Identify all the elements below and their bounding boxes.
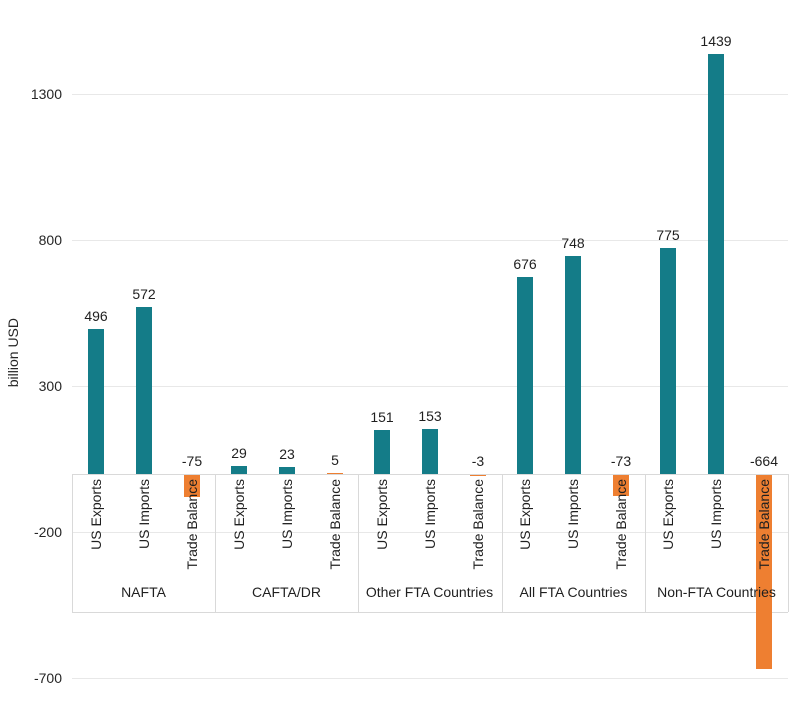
bar-us-exports [231, 466, 247, 474]
category-label: US Imports [279, 479, 295, 549]
bar-us-imports [279, 467, 295, 474]
group-separator [358, 474, 359, 612]
bar-value-label: 676 [513, 256, 537, 272]
category-label-text: US Imports [565, 479, 581, 550]
group-separator [788, 474, 789, 612]
category-box-bottom-border [72, 612, 788, 613]
bar-trade-balance [756, 475, 772, 669]
group-separator [645, 474, 646, 612]
bar-value-label: -664 [749, 453, 779, 469]
bar-us-exports [374, 430, 390, 474]
y-tick-label: 300 [38, 378, 62, 394]
group-label: CAFTA/DR [252, 584, 321, 600]
y-tick-label: 1300 [30, 86, 62, 102]
category-label: US Exports [374, 479, 390, 550]
bar-value-label: 775 [656, 227, 680, 243]
bar-value-label: 748 [561, 235, 585, 251]
bar-value-label: 151 [370, 409, 394, 425]
category-label-text: US Imports [136, 479, 152, 550]
category-label: Trade Balance [184, 479, 200, 570]
category-label: Trade Balance [613, 479, 629, 570]
bar-trade-balance [327, 473, 343, 474]
category-label: Trade Balance [756, 479, 772, 570]
category-label-text: US Imports [422, 479, 438, 550]
bar-us-exports [88, 329, 104, 474]
bar-us-imports [136, 307, 152, 474]
bar-us-imports [708, 54, 724, 474]
bar-value-label: 5 [331, 452, 339, 468]
bar-us-imports [565, 256, 581, 474]
category-label: US Exports [231, 479, 247, 550]
category-label: US Exports [517, 479, 533, 550]
category-label-text: US Imports [279, 479, 295, 550]
category-label: US Imports [565, 479, 581, 549]
group-separator [72, 474, 73, 612]
bar-value-label: 29 [231, 445, 247, 461]
bar-value-label: 153 [418, 408, 442, 424]
y-tick-label: 800 [38, 232, 62, 248]
bar-value-label: 496 [84, 308, 108, 324]
category-label-text: US Exports [231, 479, 247, 550]
bar-trade-balance [470, 475, 486, 476]
category-label-text: Trade Balance [613, 479, 629, 570]
bar-value-label: 23 [279, 446, 295, 462]
bar-value-label: -73 [610, 453, 632, 469]
category-label: US Exports [660, 479, 676, 550]
category-label-text: US Exports [660, 479, 676, 550]
group-label: Non-FTA Countries [657, 584, 776, 600]
gridline [72, 678, 788, 679]
bar-value-label: -75 [181, 453, 203, 469]
category-label: US Imports [422, 479, 438, 549]
group-label: Other FTA Countries [365, 584, 494, 600]
category-label: Trade Balance [327, 479, 343, 570]
bar-trade-balance [613, 475, 629, 496]
bar-us-exports [660, 248, 676, 474]
x-axis-line [72, 474, 788, 475]
category-label: Trade Balance [470, 479, 486, 570]
bar-us-exports [517, 277, 533, 474]
gridline [72, 240, 788, 241]
gridline [72, 94, 788, 95]
group-label: NAFTA [121, 584, 166, 600]
y-tick-label: -700 [33, 670, 62, 686]
y-tick-label: -200 [33, 524, 62, 540]
group-separator [215, 474, 216, 612]
category-label: US Exports [88, 479, 104, 550]
category-label-text: Trade Balance [327, 479, 343, 570]
category-label: US Imports [708, 479, 724, 549]
category-label: US Imports [136, 479, 152, 549]
y-axis-title: billion USD [5, 318, 21, 387]
gridline [72, 386, 788, 387]
category-label-text: US Imports [708, 479, 724, 550]
bar-value-label: 572 [132, 286, 156, 302]
bar-value-label: 1439 [700, 33, 732, 49]
category-label-text: Trade Balance [756, 479, 772, 570]
bar-us-imports [422, 429, 438, 474]
bar-trade-balance [184, 475, 200, 497]
group-separator [502, 474, 503, 612]
category-label-text: Trade Balance [184, 479, 200, 570]
group-label: All FTA Countries [519, 584, 628, 600]
category-label-text: Trade Balance [470, 479, 486, 570]
category-label-text: US Exports [374, 479, 390, 550]
bar-value-label: -3 [471, 453, 485, 469]
category-label-text: US Exports [517, 479, 533, 550]
category-label-text: US Exports [88, 479, 104, 550]
gridline [72, 532, 788, 533]
